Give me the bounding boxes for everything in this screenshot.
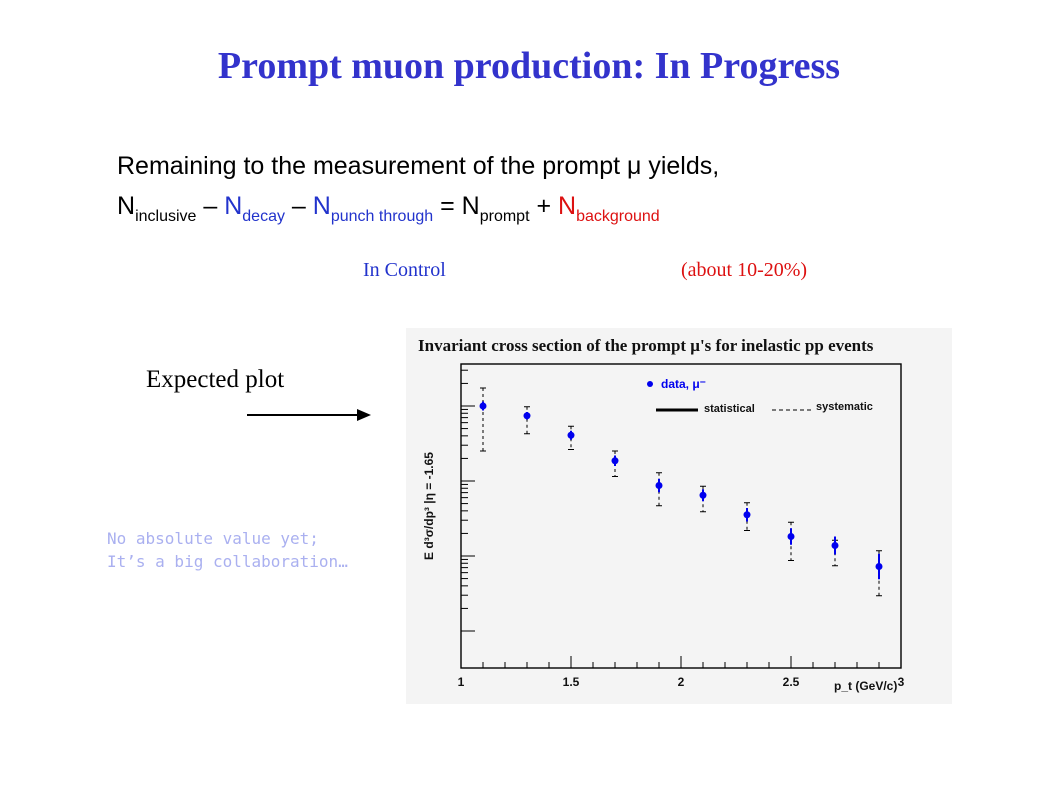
x-tick-label: 2.5 <box>783 675 800 689</box>
x-axis-label: p_t (GeV/c) <box>834 679 897 693</box>
legend-syst-label: systematic <box>816 401 873 413</box>
minus-2: – <box>284 192 313 220</box>
plus: + <box>529 192 559 220</box>
plot-title: Invariant cross section of the prompt μ'… <box>418 336 874 355</box>
x-ticks: 1 1.5 2 2.5 3 <box>458 656 905 689</box>
data-points <box>479 387 883 597</box>
in-control-note: In Control <box>363 259 446 281</box>
y-axis-label: E d³σ/dp³ |η = -1.65 <box>422 452 436 560</box>
slide-title: Prompt muon production: In Progress <box>217 45 841 87</box>
data-point <box>611 457 619 465</box>
legend: data, μ⁻ statistical systematic <box>647 377 873 415</box>
y-ticks <box>461 369 475 632</box>
data-point <box>787 533 795 540</box>
cross-section-plot: Invariant cross section of the prompt μ'… <box>406 328 952 704</box>
comment-line-2: It’s a big collaboration… <box>107 552 348 571</box>
n-prompt: Nprompt <box>461 192 530 225</box>
data-point <box>655 482 663 489</box>
equals: = <box>433 192 462 220</box>
x-tick-label: 1 <box>458 675 465 689</box>
legend-stat-label: statistical <box>704 403 755 415</box>
n-inclusive: Ninclusive <box>117 192 197 225</box>
comment-note: No absolute value yet; It’s a big collab… <box>107 527 348 573</box>
data-point <box>831 542 839 549</box>
background-fraction-note: (about 10-20%) <box>681 259 808 281</box>
data-point <box>523 412 531 420</box>
data-point <box>567 431 575 439</box>
data-point <box>479 402 487 410</box>
x-tick-label: 3 <box>898 675 905 689</box>
comment-line-1: No absolute value yet; <box>107 529 319 548</box>
data-point <box>875 563 883 570</box>
legend-data-label: data, μ⁻ <box>661 377 706 391</box>
n-punch-through: Npunch through <box>312 192 434 225</box>
yield-equation: Ninclusive – Ndecay – Npunch through = N… <box>117 192 660 226</box>
x-tick-label: 2 <box>678 675 685 689</box>
n-background: Nbackground <box>558 192 660 225</box>
expected-plot-label: Expected plot <box>146 366 285 393</box>
data-point <box>699 491 707 499</box>
intro-text: Remaining to the measurement of the prom… <box>117 152 720 180</box>
minus-1: – <box>196 192 225 220</box>
data-point <box>743 511 751 519</box>
legend-marker <box>647 381 653 387</box>
x-tick-label: 1.5 <box>563 675 580 689</box>
n-decay: Ndecay <box>224 192 285 225</box>
arrow-icon <box>247 409 371 421</box>
